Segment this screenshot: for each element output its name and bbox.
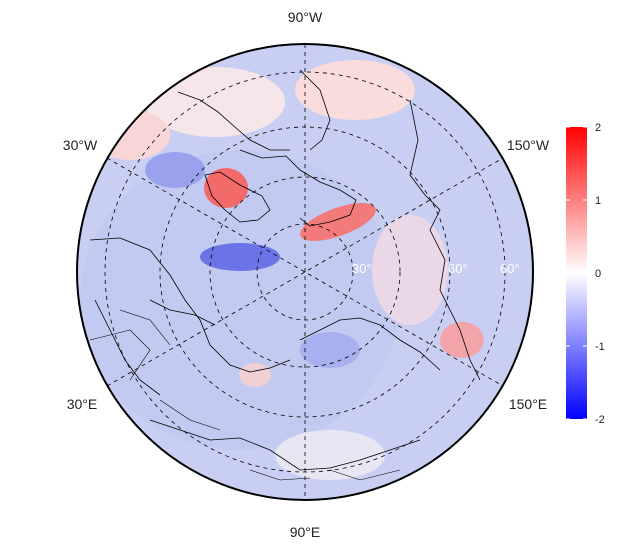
longitude-label-top: 90°W xyxy=(288,9,323,25)
colorbar-tick-label: 2 xyxy=(595,122,601,134)
colorbar: 2 1 0 -1 -2 xyxy=(566,122,605,426)
coastline-arctic-archipelago xyxy=(239,149,357,227)
anomaly-patch-positive xyxy=(295,60,415,120)
anomaly-patch-strong-negative xyxy=(200,243,280,271)
longitude-label-upper-right: 150°W xyxy=(507,137,550,153)
coastline-scandinavia xyxy=(149,299,216,326)
colorbar-tick-label: 1 xyxy=(595,195,601,207)
anomaly-patch-positive xyxy=(145,67,285,137)
anomaly-patch-positive xyxy=(440,322,484,358)
anomaly-patch-strong-positive xyxy=(300,203,376,241)
colorbar-tick-label: -1 xyxy=(595,341,605,353)
coastline-pacific xyxy=(409,99,481,381)
longitude-label-lower-left: 30°E xyxy=(67,396,98,412)
longitude-label-bottom: 90°E xyxy=(290,524,321,540)
country-border xyxy=(249,469,311,481)
country-border xyxy=(329,469,401,481)
country-border xyxy=(119,309,171,346)
country-border xyxy=(159,399,221,431)
anomaly-patch-positive xyxy=(372,215,448,325)
coastlines xyxy=(89,69,481,471)
coastline-asia xyxy=(149,419,421,471)
latitude-circle xyxy=(209,176,401,368)
country-borders xyxy=(89,309,401,481)
longitude-label-upper-left: 30°W xyxy=(63,137,98,153)
anomaly-patch-strong-positive xyxy=(204,168,248,208)
colorbar-gradient xyxy=(566,127,587,419)
coastline-europe xyxy=(89,237,291,373)
latitude-label: 60° xyxy=(500,261,520,276)
anomaly-patch-positive xyxy=(239,363,271,387)
graticule xyxy=(104,44,506,500)
latitude-label: 30° xyxy=(352,261,372,276)
longitude-label-lower-right: 150°E xyxy=(509,396,547,412)
coastline-north-america xyxy=(177,91,290,151)
anomaly-patch-negative xyxy=(300,332,360,368)
colorbar-tick-label: 0 xyxy=(595,268,601,280)
coastline-greenland xyxy=(204,171,271,223)
coastline-hudson xyxy=(299,69,331,151)
colorbar-ticks: 2 1 0 -1 -2 xyxy=(566,122,605,426)
latitude-label: 60° xyxy=(448,261,468,276)
anomaly-patch-near-zero xyxy=(275,430,385,480)
colorbar-tick-label: -2 xyxy=(595,414,605,426)
anomaly-patch-positive xyxy=(90,110,170,160)
coastline-siberia xyxy=(299,317,441,371)
map-border xyxy=(76,43,534,501)
anomaly-patch-negative xyxy=(145,152,205,188)
country-border xyxy=(89,329,151,381)
map-disc xyxy=(77,44,533,500)
